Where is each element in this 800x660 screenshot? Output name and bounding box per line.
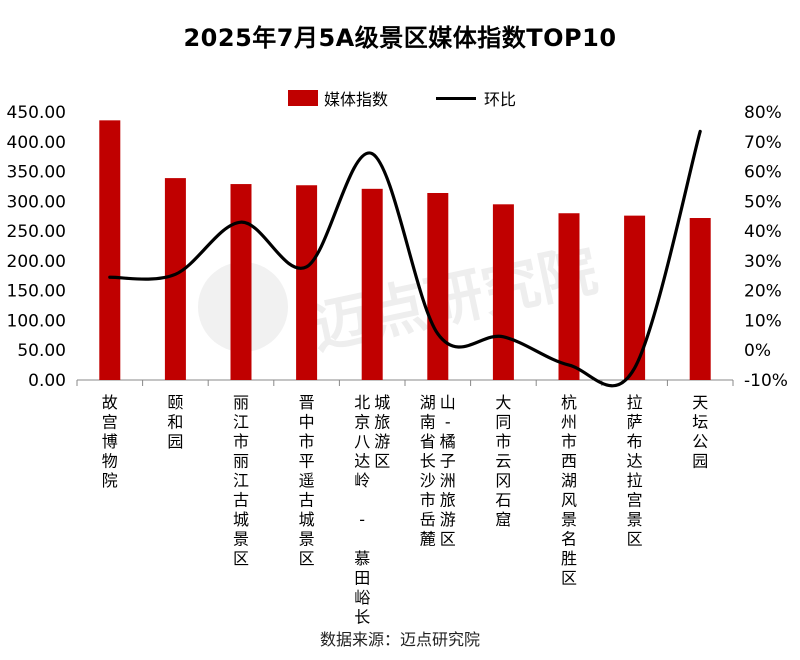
x-category-label: 大同市云冈石窟 bbox=[495, 393, 511, 529]
data-source-note: 数据来源：迈点研究院 bbox=[319, 630, 480, 649]
legend-bar-label: 媒体指数 bbox=[324, 90, 389, 109]
y-left-tick-label: 350.00 bbox=[7, 163, 66, 183]
legend-line-swatch bbox=[436, 96, 477, 100]
y-right-tick-label: 10% bbox=[744, 311, 782, 331]
bar bbox=[230, 184, 252, 380]
x-category-label: 丽江市丽江古城景区 bbox=[233, 393, 249, 568]
x-category-label: 杭州市西湖风景名胜区 bbox=[561, 393, 577, 588]
x-category-label: 城旅游区 bbox=[374, 393, 390, 471]
legend-item-bar: 媒体指数 bbox=[288, 86, 388, 110]
y-right-tick-label: -10% bbox=[744, 371, 788, 391]
y-left-tick-label: 200.00 bbox=[7, 252, 66, 272]
x-category-label: 山-橘子洲旅游区 bbox=[440, 393, 456, 549]
y-right-tick-label: 0% bbox=[744, 341, 771, 361]
bar bbox=[296, 185, 318, 380]
y-right-tick-label: 60% bbox=[744, 163, 782, 183]
x-category-label: 天坛公园 bbox=[692, 393, 708, 471]
y-left-tick-label: 100.00 bbox=[7, 311, 66, 331]
bar bbox=[361, 188, 383, 380]
bar bbox=[164, 178, 186, 380]
bar bbox=[558, 213, 580, 380]
series-line-环比 bbox=[108, 129, 702, 388]
y-right-tick-label: 50% bbox=[744, 192, 782, 212]
y-right-tick-label: 20% bbox=[744, 282, 782, 302]
legend-line-label: 环比 bbox=[484, 90, 517, 109]
y-left-tick-label: 250.00 bbox=[7, 222, 66, 242]
y-left-tick-label: 50.00 bbox=[17, 341, 66, 361]
y-left-tick-label: 400.00 bbox=[7, 133, 66, 153]
x-category-label: 湖南省长沙市岳麓 bbox=[420, 393, 436, 549]
chart-legend: 媒体指数 环比 bbox=[288, 86, 564, 110]
bar bbox=[624, 215, 646, 380]
chart-title: 2025年7月5A级景区媒体指数TOP10 bbox=[183, 24, 617, 52]
x-category-label: 故宫博物院 bbox=[102, 393, 118, 490]
bar bbox=[689, 218, 711, 380]
y-right-tick-label: 80% bbox=[744, 103, 782, 123]
legend-bar-swatch bbox=[288, 90, 318, 106]
bar bbox=[99, 120, 121, 381]
y-left-tick-label: 450.00 bbox=[7, 103, 66, 123]
y-left-tick-label: 0.00 bbox=[28, 371, 66, 391]
bar bbox=[492, 204, 514, 380]
y-right-tick-label: 30% bbox=[744, 252, 782, 272]
x-category-label: 晋中市平遥古城景区 bbox=[299, 393, 315, 568]
x-category-label: 颐和园 bbox=[167, 393, 183, 451]
x-category-label: 拉萨布达拉宫景区 bbox=[627, 393, 643, 549]
y-right-tick-label: 70% bbox=[744, 133, 782, 153]
y-left-tick-label: 300.00 bbox=[7, 192, 66, 212]
y-right-tick-label: 40% bbox=[744, 222, 782, 242]
bar bbox=[427, 192, 449, 380]
legend-item-line: 环比 bbox=[436, 86, 516, 110]
x-category-label: 北京八达岭 - 慕田峪长 bbox=[354, 393, 370, 627]
y-left-tick-label: 150.00 bbox=[7, 282, 66, 302]
